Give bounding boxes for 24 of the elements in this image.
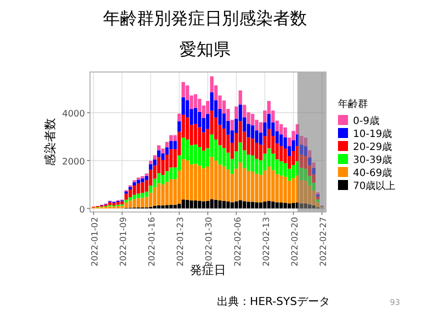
- chart-title: 年齢群別発症日別感染者数: [103, 9, 307, 29]
- x-tick-label: 2022-02-06: [233, 217, 244, 266]
- x-tick-label: 2022-01-02: [90, 217, 101, 266]
- legend-title: 年齢群: [338, 98, 368, 110]
- x-tick-label: 2022-01-09: [119, 217, 130, 266]
- legend-label: 0-9歳: [353, 115, 380, 127]
- legend-label: 10-19歳: [353, 128, 392, 140]
- legend-label: 30-39歳: [353, 154, 392, 166]
- x-tick-label: 2022-02-13: [262, 217, 272, 266]
- y-tick-label: 4000: [62, 110, 86, 120]
- chart-subtitle: 愛知県: [180, 40, 230, 60]
- source-note: 出典：HER-SYSデータ: [216, 295, 330, 308]
- x-tick-label: 2022-01-23: [176, 217, 186, 266]
- x-tick-label: 2022-01-30: [204, 217, 215, 266]
- legend-label: 40-69歳: [353, 167, 392, 179]
- x-tick-label: 2022-02-27: [318, 217, 329, 266]
- x-tick-label: 2022-02-20: [290, 217, 300, 266]
- x-tick-label: 2022-01-16: [148, 217, 158, 266]
- y-tick-label: 0: [79, 205, 86, 216]
- y-axis-title: 感染者数: [43, 118, 57, 166]
- legend-label: 70歳以上: [353, 180, 396, 192]
- legend-label: 20-29歳: [353, 141, 392, 153]
- y-tick-label: 2000: [62, 158, 86, 168]
- text: 93: [390, 298, 400, 307]
